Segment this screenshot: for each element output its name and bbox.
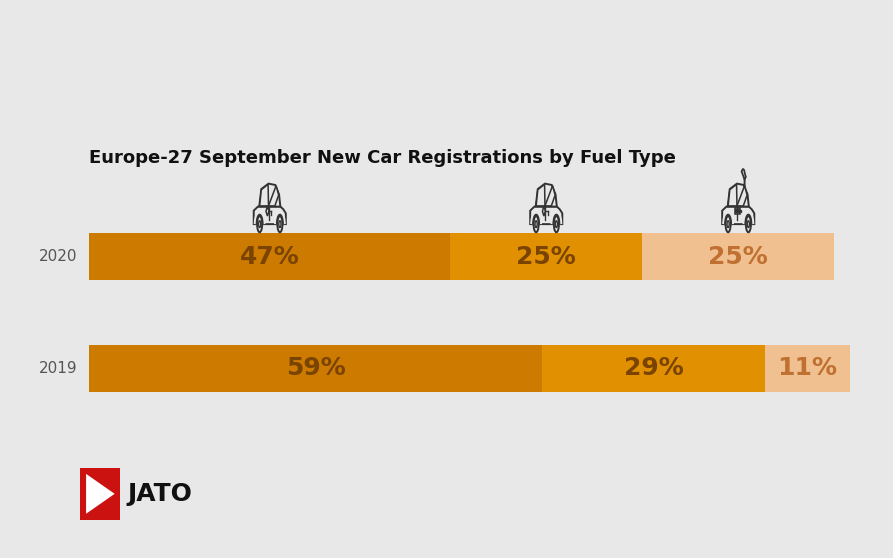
Bar bbox=[642, 233, 834, 280]
Polygon shape bbox=[259, 184, 280, 206]
Bar bbox=[89, 345, 542, 392]
Text: 25%: 25% bbox=[516, 244, 576, 269]
Text: 29%: 29% bbox=[624, 356, 684, 381]
Polygon shape bbox=[737, 209, 738, 213]
Polygon shape bbox=[545, 186, 555, 206]
Text: JATO: JATO bbox=[128, 482, 192, 506]
Text: 2019: 2019 bbox=[39, 361, 78, 376]
Text: 11%: 11% bbox=[778, 356, 838, 381]
Polygon shape bbox=[254, 206, 286, 224]
Bar bbox=[80, 468, 121, 520]
Text: 25%: 25% bbox=[708, 244, 768, 269]
Bar bbox=[765, 345, 849, 392]
Text: 47%: 47% bbox=[240, 244, 300, 269]
Polygon shape bbox=[260, 184, 269, 206]
Bar bbox=[450, 233, 642, 280]
Polygon shape bbox=[269, 186, 279, 206]
Polygon shape bbox=[536, 184, 545, 206]
Circle shape bbox=[278, 216, 282, 232]
Circle shape bbox=[259, 221, 261, 228]
Polygon shape bbox=[728, 184, 749, 206]
Polygon shape bbox=[86, 474, 114, 514]
Circle shape bbox=[535, 221, 538, 228]
Bar bbox=[89, 233, 450, 280]
Circle shape bbox=[534, 216, 538, 232]
Circle shape bbox=[554, 216, 559, 232]
Polygon shape bbox=[530, 206, 563, 224]
Text: 59%: 59% bbox=[286, 356, 346, 381]
Circle shape bbox=[555, 221, 557, 228]
Circle shape bbox=[746, 216, 751, 232]
Circle shape bbox=[727, 221, 730, 228]
Circle shape bbox=[279, 221, 281, 228]
Polygon shape bbox=[741, 169, 746, 180]
Bar bbox=[542, 345, 765, 392]
Text: 2020: 2020 bbox=[39, 249, 78, 264]
Polygon shape bbox=[722, 206, 755, 224]
Polygon shape bbox=[536, 184, 557, 206]
Circle shape bbox=[726, 216, 730, 232]
Polygon shape bbox=[728, 184, 737, 206]
Polygon shape bbox=[737, 186, 747, 206]
Text: Europe-27 September New Car Registrations by Fuel Type: Europe-27 September New Car Registration… bbox=[89, 150, 676, 167]
Circle shape bbox=[747, 221, 749, 228]
Circle shape bbox=[257, 216, 263, 232]
Polygon shape bbox=[736, 209, 737, 213]
